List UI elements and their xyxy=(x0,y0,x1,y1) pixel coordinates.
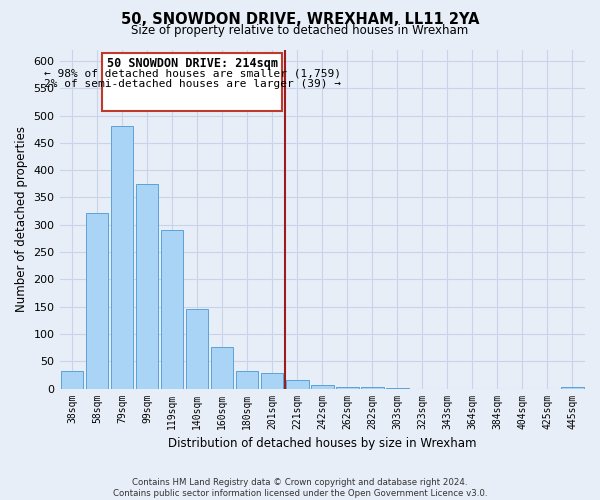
Bar xyxy=(186,310,208,388)
Text: ← 98% of detached houses are smaller (1,759): ← 98% of detached houses are smaller (1,… xyxy=(44,68,341,78)
Bar xyxy=(61,371,83,388)
Bar xyxy=(261,372,283,388)
Text: 50 SNOWDON DRIVE: 214sqm: 50 SNOWDON DRIVE: 214sqm xyxy=(107,56,278,70)
Bar xyxy=(86,212,109,388)
FancyBboxPatch shape xyxy=(102,52,282,111)
Bar xyxy=(136,184,158,388)
Bar xyxy=(336,387,359,388)
Bar xyxy=(161,230,184,388)
Text: Contains HM Land Registry data © Crown copyright and database right 2024.
Contai: Contains HM Land Registry data © Crown c… xyxy=(113,478,487,498)
Bar xyxy=(211,347,233,389)
Text: Size of property relative to detached houses in Wrexham: Size of property relative to detached ho… xyxy=(131,24,469,37)
Bar xyxy=(111,126,133,388)
Bar xyxy=(286,380,308,388)
Bar xyxy=(311,384,334,388)
X-axis label: Distribution of detached houses by size in Wrexham: Distribution of detached houses by size … xyxy=(168,437,476,450)
Text: 2% of semi-detached houses are larger (39) →: 2% of semi-detached houses are larger (3… xyxy=(44,79,341,89)
Bar xyxy=(236,371,259,388)
Bar xyxy=(561,387,584,388)
Y-axis label: Number of detached properties: Number of detached properties xyxy=(15,126,28,312)
Text: 50, SNOWDON DRIVE, WREXHAM, LL11 2YA: 50, SNOWDON DRIVE, WREXHAM, LL11 2YA xyxy=(121,12,479,28)
